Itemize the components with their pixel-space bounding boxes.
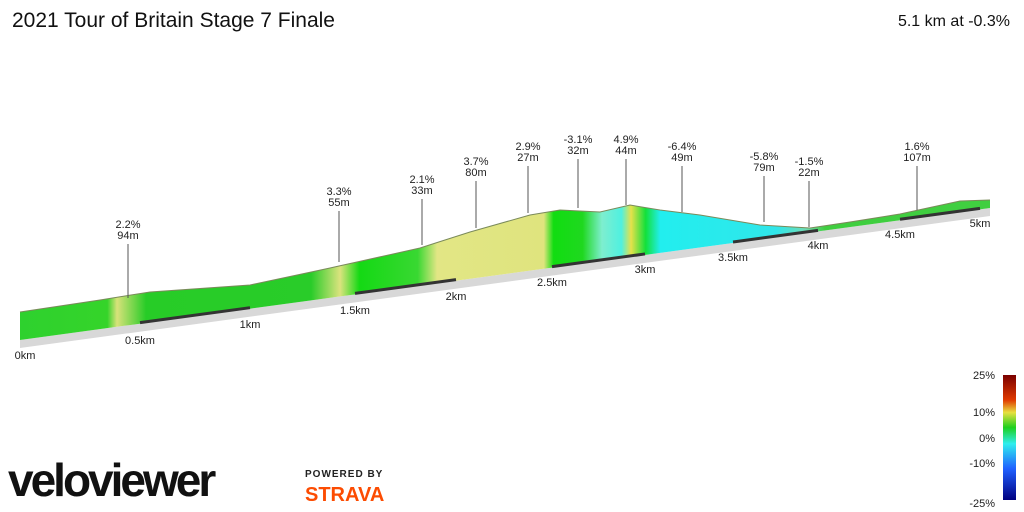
annotation-grade: 3.7% bbox=[463, 156, 488, 168]
annotation-grade: -5.8% bbox=[750, 151, 779, 163]
profile-base bbox=[20, 208, 990, 348]
distance-label: 4km bbox=[808, 240, 829, 252]
summary: 5.1 km at -0.3% bbox=[898, 13, 1010, 30]
distance-label: 5km bbox=[970, 218, 991, 230]
distance-track bbox=[139, 206, 981, 325]
annotation-grade: 1.6% bbox=[904, 141, 929, 153]
annotation-grade: -1.5% bbox=[795, 156, 824, 168]
distance-label: 1km bbox=[240, 319, 261, 331]
annotation-grade: 4.9% bbox=[613, 134, 638, 146]
annotation-grade: 2.9% bbox=[515, 141, 540, 153]
annotation-grade: 3.3% bbox=[326, 186, 351, 198]
track-segment bbox=[899, 206, 981, 221]
track-segment bbox=[732, 228, 819, 244]
distance-label: 0km bbox=[15, 350, 36, 362]
profile-face bbox=[20, 200, 990, 340]
partner-logo: STRAVA bbox=[305, 484, 384, 506]
legend-label: 25% bbox=[973, 370, 995, 382]
annotation-length: 107m bbox=[903, 152, 931, 164]
legend-label: -10% bbox=[969, 458, 995, 470]
legend-label: -25% bbox=[969, 498, 995, 510]
distance-label: 1.5km bbox=[340, 305, 370, 317]
annotation-length: 44m bbox=[615, 145, 636, 157]
annotation-grade: 2.1% bbox=[409, 174, 434, 186]
distance-label: 3km bbox=[635, 264, 656, 276]
legend-label: 10% bbox=[973, 407, 995, 419]
track-segment bbox=[354, 278, 457, 295]
annotation-length: 55m bbox=[328, 197, 349, 209]
powered-by: POWERED BY bbox=[305, 469, 383, 480]
annotation-length: 79m bbox=[753, 162, 774, 174]
track-segment bbox=[139, 306, 251, 325]
distance-label: 4.5km bbox=[885, 229, 915, 241]
legend-label: 0% bbox=[979, 433, 995, 445]
legend-bar bbox=[1003, 375, 1016, 500]
title: 2021 Tour of Britain Stage 7 Finale bbox=[12, 9, 335, 32]
profile-top bbox=[19, 199, 991, 313]
annotation-length: 94m bbox=[117, 230, 138, 242]
annotation-length: 33m bbox=[411, 185, 432, 197]
distance-label: 2.5km bbox=[537, 277, 567, 289]
annotation-length: 32m bbox=[567, 145, 588, 157]
annotation-length: 27m bbox=[517, 152, 538, 164]
distance-label: 2km bbox=[446, 291, 467, 303]
annotation-grade: 2.2% bbox=[115, 219, 140, 231]
distance-label: 3.5km bbox=[718, 252, 748, 264]
annotation-length: 22m bbox=[798, 167, 819, 179]
logo: veloviewer bbox=[8, 454, 216, 506]
track-segment bbox=[551, 252, 646, 269]
annotation-grade: -6.4% bbox=[668, 141, 697, 153]
annotation-length: 80m bbox=[465, 167, 486, 179]
distance-label: 0.5km bbox=[125, 335, 155, 347]
annotation-length: 49m bbox=[671, 152, 692, 164]
annotation-grade: -3.1% bbox=[564, 134, 593, 146]
